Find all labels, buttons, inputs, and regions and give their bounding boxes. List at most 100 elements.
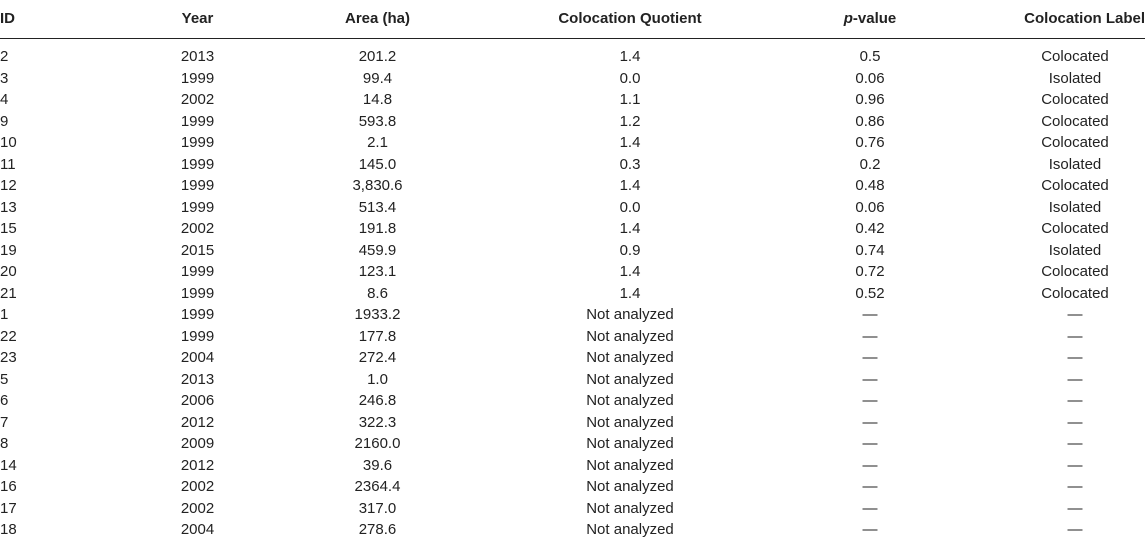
cell-colocation-quotient: Not analyzed — [586, 521, 674, 538]
cell-colocation-quotient: Not analyzed — [586, 435, 674, 452]
cell-area: 278.6 — [358, 521, 397, 538]
cell-colocation-label: Colocated — [1041, 263, 1109, 280]
cell-colocation-quotient: 1.1 — [619, 91, 641, 108]
cell-area: 39.6 — [362, 456, 393, 474]
cell-area: 2364.4 — [354, 478, 401, 495]
cell-area: 177.8 — [358, 327, 397, 345]
cell-colocation-quotient: 1.4 — [619, 284, 641, 302]
header-area: Area (ha) — [344, 10, 411, 28]
cell-p-value: — — [862, 456, 878, 474]
cell-colocation-quotient: Not analyzed — [586, 370, 674, 388]
cell-year: 2004 — [180, 521, 215, 538]
cell-colocation-quotient: Not analyzed — [586, 456, 674, 474]
cell-p-value: 0.42 — [855, 220, 885, 237]
header-row: ID Year Area (ha) Colocation Quotient p-… — [0, 0, 1145, 38]
cell-year: 2002 — [180, 220, 215, 237]
cell-colocation-label: Isolated — [1048, 69, 1102, 87]
cell-year: 1999 — [180, 198, 215, 216]
cell-id: 21 — [0, 284, 17, 302]
cell-year: 1999 — [180, 327, 215, 345]
cell-p-value: 0.06 — [855, 69, 885, 87]
table-header: ID Year Area (ha) Colocation Quotient p-… — [0, 0, 1145, 38]
cell-colocation-quotient: Not analyzed — [586, 327, 674, 345]
cell-id: 6 — [0, 392, 9, 409]
cell-area: 123.1 — [358, 263, 397, 280]
cell-colocation-label: — — [1067, 349, 1083, 366]
cell-year: 2009 — [180, 435, 215, 452]
cell-colocation-label: Colocated — [1041, 177, 1109, 194]
cell-area: 99.4 — [362, 69, 393, 87]
cell-colocation-label: — — [1067, 306, 1083, 323]
header-p-value-italic: p — [843, 10, 853, 28]
cell-colocation-label: — — [1067, 392, 1083, 409]
cell-p-value: — — [862, 349, 878, 366]
cell-colocation-quotient: 1.4 — [619, 220, 641, 237]
cell-p-value: — — [862, 392, 878, 409]
cell-area: 459.9 — [358, 241, 397, 259]
table-row: 17 2002 317.0 Not analyzed — — — [0, 498, 1145, 520]
table-row: 7 2012 322.3 Not analyzed — — — [0, 412, 1145, 434]
cell-colocation-label: Isolated — [1048, 198, 1102, 216]
cell-year: 1999 — [180, 263, 215, 280]
cell-id: 2 — [0, 48, 9, 65]
cell-id: 10 — [0, 134, 17, 151]
cell-area: 322.3 — [358, 413, 397, 431]
cell-id: 8 — [0, 435, 9, 452]
cell-id: 14 — [0, 456, 17, 474]
cell-area: 246.8 — [358, 392, 397, 409]
cell-colocation-label: — — [1067, 413, 1083, 431]
cell-year: 1999 — [180, 306, 215, 323]
cell-year: 1999 — [180, 112, 215, 130]
cell-p-value: 0.76 — [855, 134, 885, 151]
cell-colocation-label: — — [1067, 456, 1083, 474]
cell-id: 22 — [0, 327, 17, 345]
header-year: Year — [181, 10, 214, 28]
table-row: 20 1999 123.1 1.4 0.72 Colocated — [0, 261, 1145, 283]
cell-year: 2002 — [180, 91, 215, 108]
table-row: 21 1999 8.6 1.4 0.52 Colocated — [0, 283, 1145, 305]
table-row: 19 2015 459.9 0.9 0.74 Isolated — [0, 240, 1145, 262]
cell-p-value: 0.86 — [855, 112, 885, 130]
cell-colocation-quotient: Not analyzed — [586, 349, 674, 366]
cell-p-value: 0.74 — [855, 241, 885, 259]
cell-id: 12 — [0, 177, 17, 194]
cell-p-value: 0.06 — [855, 198, 885, 216]
cell-colocation-label: Colocated — [1041, 112, 1109, 130]
table-row: 15 2002 191.8 1.4 0.42 Colocated — [0, 218, 1145, 240]
cell-colocation-quotient: 1.4 — [619, 177, 641, 194]
cell-year: 2002 — [180, 499, 215, 517]
cell-id: 1 — [0, 306, 9, 323]
cell-id: 11 — [0, 155, 16, 173]
cell-colocation-label: Isolated — [1048, 241, 1102, 259]
header-p-value: p-value — [775, 0, 965, 38]
cell-colocation-quotient: 1.4 — [619, 263, 641, 280]
cell-id: 20 — [0, 263, 17, 280]
cell-colocation-quotient: 1.4 — [619, 134, 641, 151]
cell-p-value: 0.72 — [855, 263, 885, 280]
cell-p-value: 0.2 — [859, 155, 881, 173]
cell-year: 2006 — [180, 392, 215, 409]
cell-p-value: 0.96 — [855, 91, 885, 108]
cell-area: 145.0 — [358, 155, 397, 173]
table-row: 18 2004 278.6 Not analyzed — — — [0, 519, 1145, 541]
cell-colocation-quotient: 0.0 — [619, 69, 641, 87]
cell-id: 3 — [0, 69, 9, 87]
cell-p-value: — — [862, 306, 878, 323]
cell-year: 2015 — [180, 241, 215, 259]
cell-area: 1933.2 — [354, 306, 401, 323]
table-row: 5 2013 1.0 Not analyzed — — — [0, 369, 1145, 391]
cell-id: 7 — [0, 413, 9, 431]
header-colocation-label: Colocation Label — [1024, 10, 1145, 28]
header-colocation-quotient: Colocation Quotient — [558, 10, 702, 28]
table-row: 6 2006 246.8 Not analyzed — — — [0, 390, 1145, 412]
cell-p-value: 0.48 — [855, 177, 885, 194]
table-row: 9 1999 593.8 1.2 0.86 Colocated — [0, 111, 1145, 133]
cell-area: 3,830.6 — [352, 177, 403, 194]
cell-colocation-label: — — [1067, 370, 1083, 388]
cell-area: 8.6 — [367, 284, 388, 302]
cell-colocation-quotient: 1.4 — [619, 48, 641, 65]
cell-year: 2013 — [180, 370, 215, 388]
cell-year: 1999 — [180, 69, 215, 87]
cell-id: 23 — [0, 349, 17, 366]
